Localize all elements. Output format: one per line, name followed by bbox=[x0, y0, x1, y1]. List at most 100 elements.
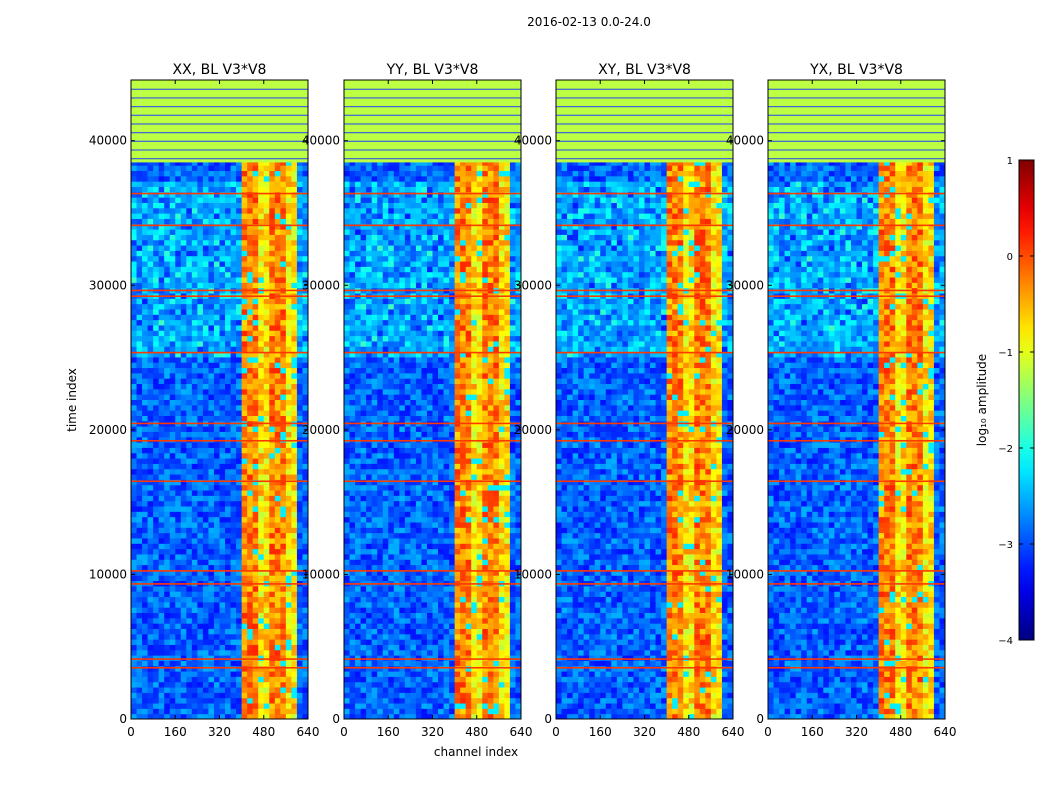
heatmap-cell bbox=[302, 564, 308, 571]
heatmap-cell bbox=[291, 660, 298, 667]
heatmap-cell bbox=[202, 452, 209, 459]
heatmap-cell bbox=[219, 633, 226, 640]
heatmap-cell bbox=[274, 340, 281, 347]
heatmap-cell bbox=[438, 628, 445, 635]
heatmap-cell bbox=[175, 415, 182, 422]
heatmap-cell bbox=[443, 708, 450, 715]
heatmap-cell bbox=[460, 575, 467, 582]
heatmap-cell bbox=[247, 490, 254, 496]
heatmap-cell bbox=[443, 671, 450, 677]
heatmap-cell bbox=[487, 649, 494, 656]
heatmap-cell bbox=[153, 394, 160, 400]
heatmap-cell bbox=[302, 234, 308, 241]
heatmap-cell bbox=[191, 213, 198, 219]
heatmap-cell bbox=[186, 713, 193, 719]
heatmap-cell bbox=[142, 261, 149, 267]
heatmap-cell bbox=[131, 537, 138, 544]
heatmap-cell bbox=[131, 458, 138, 464]
heatmap-cell bbox=[131, 197, 138, 203]
heatmap-cell bbox=[426, 676, 433, 683]
heatmap-cell bbox=[366, 591, 373, 598]
heatmap-cell bbox=[349, 479, 356, 486]
heatmap-cell bbox=[186, 500, 193, 507]
heatmap-cell bbox=[136, 356, 143, 363]
heatmap-cell bbox=[269, 671, 276, 677]
heatmap-cell bbox=[131, 271, 138, 278]
heatmap-cell bbox=[371, 676, 378, 683]
heatmap-cell bbox=[388, 628, 395, 635]
heatmap-cell bbox=[153, 298, 160, 305]
heatmap-cell bbox=[219, 308, 226, 315]
heatmap-cell bbox=[180, 356, 187, 363]
heatmap-cell bbox=[493, 628, 500, 635]
heatmap-cell bbox=[175, 463, 182, 470]
heatmap-cell bbox=[247, 165, 254, 172]
heatmap-cell bbox=[296, 697, 303, 704]
heatmap-cell bbox=[247, 537, 254, 544]
heatmap-cell bbox=[202, 532, 209, 539]
heatmap-cell bbox=[252, 708, 259, 715]
heatmap-cell bbox=[225, 383, 232, 390]
heatmap-cell bbox=[515, 697, 521, 704]
heatmap-cell bbox=[241, 383, 248, 390]
heatmap-cell bbox=[415, 511, 422, 518]
heatmap-cell bbox=[482, 564, 489, 571]
heatmap-cell bbox=[241, 548, 248, 555]
heatmap-cell bbox=[131, 671, 138, 677]
heatmap-cell bbox=[399, 639, 406, 645]
heatmap-cell bbox=[202, 250, 209, 257]
heatmap-cell bbox=[421, 474, 428, 480]
heatmap-cell bbox=[421, 500, 428, 507]
heatmap-cell bbox=[382, 676, 389, 683]
heatmap-cell bbox=[142, 314, 149, 321]
heatmap-cell bbox=[296, 175, 303, 182]
heatmap-cell bbox=[504, 506, 511, 512]
heatmap-cell bbox=[263, 234, 270, 241]
heatmap-cell bbox=[291, 543, 298, 550]
heatmap-cell bbox=[460, 687, 467, 693]
heatmap-cell bbox=[186, 388, 193, 395]
heatmap-cell bbox=[258, 362, 265, 369]
heatmap-cell bbox=[247, 175, 254, 182]
heatmap-cell bbox=[460, 633, 467, 640]
heatmap-cell bbox=[388, 548, 395, 555]
heatmap-cell bbox=[230, 564, 237, 571]
heatmap-cell bbox=[443, 495, 450, 502]
heatmap-cell bbox=[158, 186, 165, 193]
heatmap-cell bbox=[443, 692, 450, 699]
heatmap-cell bbox=[175, 660, 182, 667]
heatmap-cell bbox=[202, 346, 209, 353]
heatmap-cell bbox=[180, 660, 187, 667]
heatmap-cell bbox=[225, 218, 232, 225]
heatmap-cell bbox=[158, 474, 165, 480]
heatmap-cell bbox=[296, 330, 303, 337]
heatmap-cell bbox=[296, 655, 303, 661]
heatmap-cell bbox=[388, 623, 395, 629]
heatmap-cell bbox=[291, 511, 298, 518]
heatmap-cell bbox=[230, 676, 237, 683]
heatmap-cell bbox=[153, 213, 160, 219]
heatmap-cell bbox=[153, 543, 160, 550]
heatmap-cell bbox=[213, 601, 220, 608]
heatmap-cell bbox=[302, 687, 308, 693]
heatmap-cell bbox=[443, 601, 450, 608]
heatmap-cell bbox=[175, 442, 182, 448]
heatmap-cell bbox=[252, 463, 259, 470]
heatmap-cell bbox=[498, 596, 505, 603]
heatmap-cell bbox=[225, 500, 232, 507]
heatmap-cell bbox=[487, 687, 494, 693]
heatmap-cell bbox=[482, 506, 489, 512]
heatmap-cell bbox=[438, 585, 445, 592]
heatmap-cell bbox=[147, 479, 154, 486]
heatmap-cell bbox=[202, 362, 209, 369]
heatmap-cell bbox=[186, 308, 193, 315]
heatmap-cell bbox=[136, 271, 143, 278]
heatmap-cell bbox=[147, 569, 154, 576]
heatmap-cell bbox=[498, 660, 505, 667]
heatmap-cell bbox=[252, 181, 259, 187]
heatmap-cell bbox=[509, 474, 516, 480]
heatmap-cell bbox=[371, 516, 378, 523]
heatmap-cell bbox=[404, 591, 411, 598]
heatmap-cell bbox=[291, 223, 298, 230]
heatmap-cell bbox=[136, 463, 143, 470]
